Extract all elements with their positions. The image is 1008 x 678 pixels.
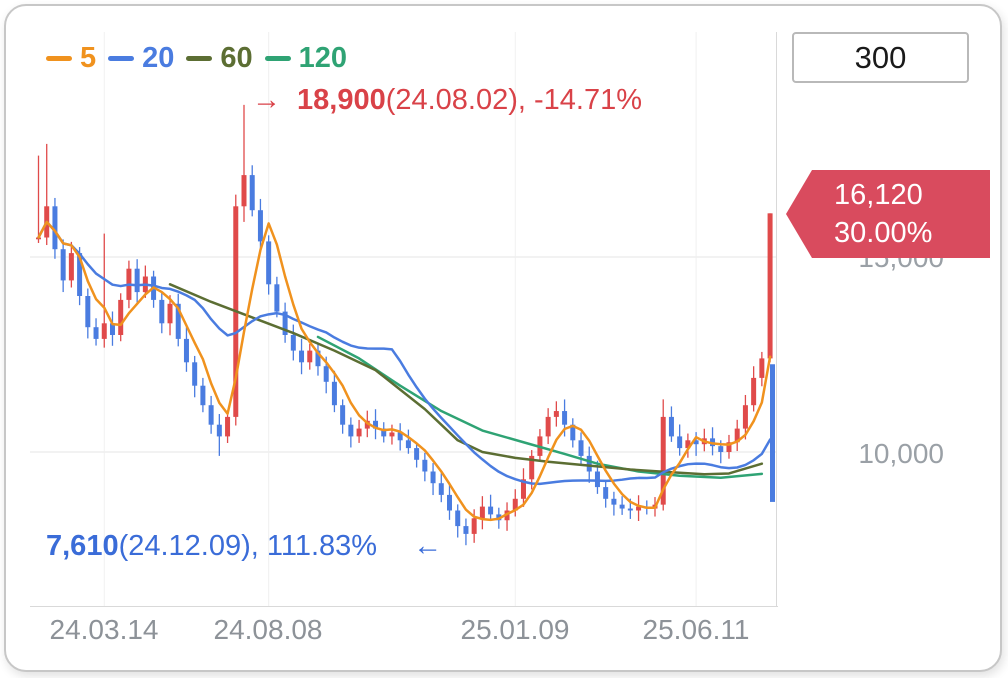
x-axis-tick-4: 25.06.11: [642, 614, 750, 645]
high-price-annotation: → 18,900(24.08.02), -14.71%: [252, 84, 642, 117]
high-price-value: 18,900: [297, 84, 386, 116]
ma60-line-swatch: [186, 56, 213, 61]
legend-label-ma20: 20: [142, 42, 175, 74]
chart-scale-box: 300: [792, 32, 969, 83]
candlestick-chart[interactable]: [30, 32, 776, 606]
current-change-percent: 30.00%: [834, 217, 933, 249]
ma-legend: 5 20 60 120: [46, 42, 347, 75]
current-price-badge: 16,120 30.00%: [786, 170, 990, 258]
y-axis-line: [776, 32, 777, 607]
low-price-value: 7,610: [46, 530, 119, 562]
ma20-line-swatch: [108, 56, 135, 61]
x-axis-tick-2: 24.08.08: [213, 614, 323, 645]
legend-item-ma120: 120: [264, 42, 348, 75]
legend-item-ma20: 20: [108, 42, 174, 75]
legend-label-ma5: 5: [80, 42, 97, 74]
stock-chart-card: 5 20 60 120 → 18,900(24.08.02), -14.71% …: [4, 4, 1002, 672]
legend-label-ma60: 60: [220, 42, 253, 74]
legend-item-ma60: 60: [186, 42, 253, 75]
x-axis-tick-3: 25.01.09: [460, 614, 570, 645]
chart-scale-value: 300: [854, 39, 907, 75]
ma120-line-swatch: [264, 56, 291, 61]
low-price-detail: (24.12.09), 111.83%: [118, 530, 378, 562]
high-price-detail: (24.08.02), -14.71%: [385, 84, 643, 116]
y-axis-tick-10000: 10,000: [858, 438, 944, 469]
legend-label-ma120: 120: [298, 42, 348, 74]
low-price-annotation: 7,610(24.12.09), 111.83% ←: [46, 530, 442, 563]
low-annotation-text: 7,610(24.12.09), 111.83%: [46, 530, 377, 563]
left-arrow-icon: ←: [413, 530, 443, 562]
x-axis-tick-1: 24.03.14: [49, 614, 159, 645]
ma5-line-swatch: [46, 56, 72, 61]
current-price-value: 16,120: [834, 178, 923, 211]
legend-item-ma5: 5: [46, 42, 96, 75]
high-annotation-text: 18,900(24.08.02), -14.71%: [297, 84, 642, 117]
x-axis-line: [30, 606, 778, 607]
right-arrow-icon: →: [252, 84, 281, 116]
